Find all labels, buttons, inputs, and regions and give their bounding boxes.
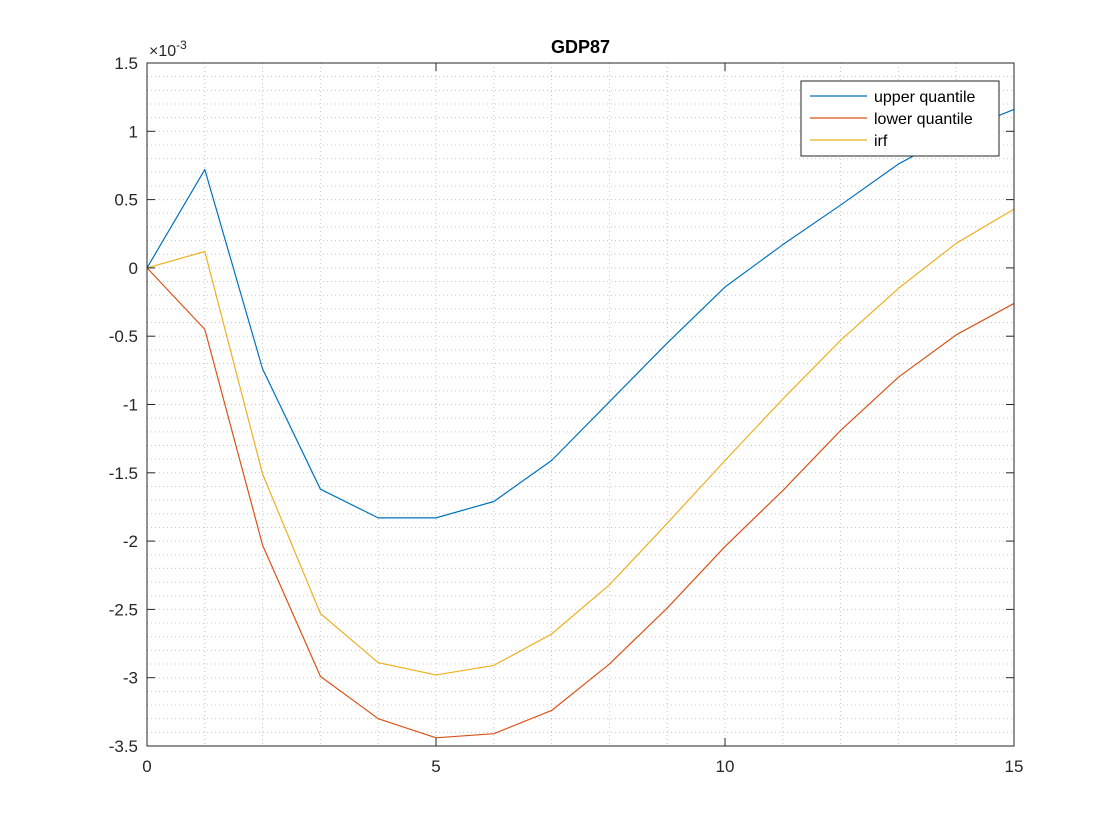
y-tick-label: -1.5	[109, 464, 138, 483]
grid	[147, 63, 1014, 746]
series-line-2	[146, 267, 1015, 739]
chart-title: GDP87	[551, 37, 610, 57]
legend: upper quantile lower quantile irf	[800, 80, 1000, 157]
y-tick-label: 0.5	[114, 191, 138, 210]
y-tick-label: -2	[123, 532, 138, 551]
legend-label-3: irf	[874, 133, 888, 150]
y-axis-exponent: ×10-3	[149, 38, 187, 60]
ticks	[146, 62, 1015, 747]
x-tick-label: 10	[716, 757, 735, 776]
y-exponent-base: ×10	[149, 43, 176, 60]
series-line-1	[146, 108, 1015, 519]
y-tick-label: -0.5	[109, 327, 138, 346]
y-tick-label: -3.5	[109, 737, 138, 756]
y-tick-label: 1	[129, 122, 138, 141]
x-tick-label: 5	[431, 757, 440, 776]
series-line-3	[146, 208, 1015, 676]
series-layer	[146, 108, 1015, 739]
y-tick-label: -1	[123, 396, 138, 415]
y-tick-label: 0	[129, 259, 138, 278]
x-tick-label: 0	[142, 757, 151, 776]
y-exponent-power: -3	[176, 38, 187, 52]
legend-label-2: lower quantile	[874, 111, 973, 128]
y-tick-label: -3	[123, 669, 138, 688]
y-tick-label: -2.5	[109, 600, 138, 619]
y-tick-label: 1.5	[114, 54, 138, 73]
x-tick-label: 15	[1005, 757, 1024, 776]
tick-labels: 0 5 10 15 -3.5 -3 -2.5 -2 -1.5 -1 -0.5 0 0.5 1 1.5	[109, 54, 1024, 776]
legend-label-1: upper quantile	[874, 89, 976, 106]
